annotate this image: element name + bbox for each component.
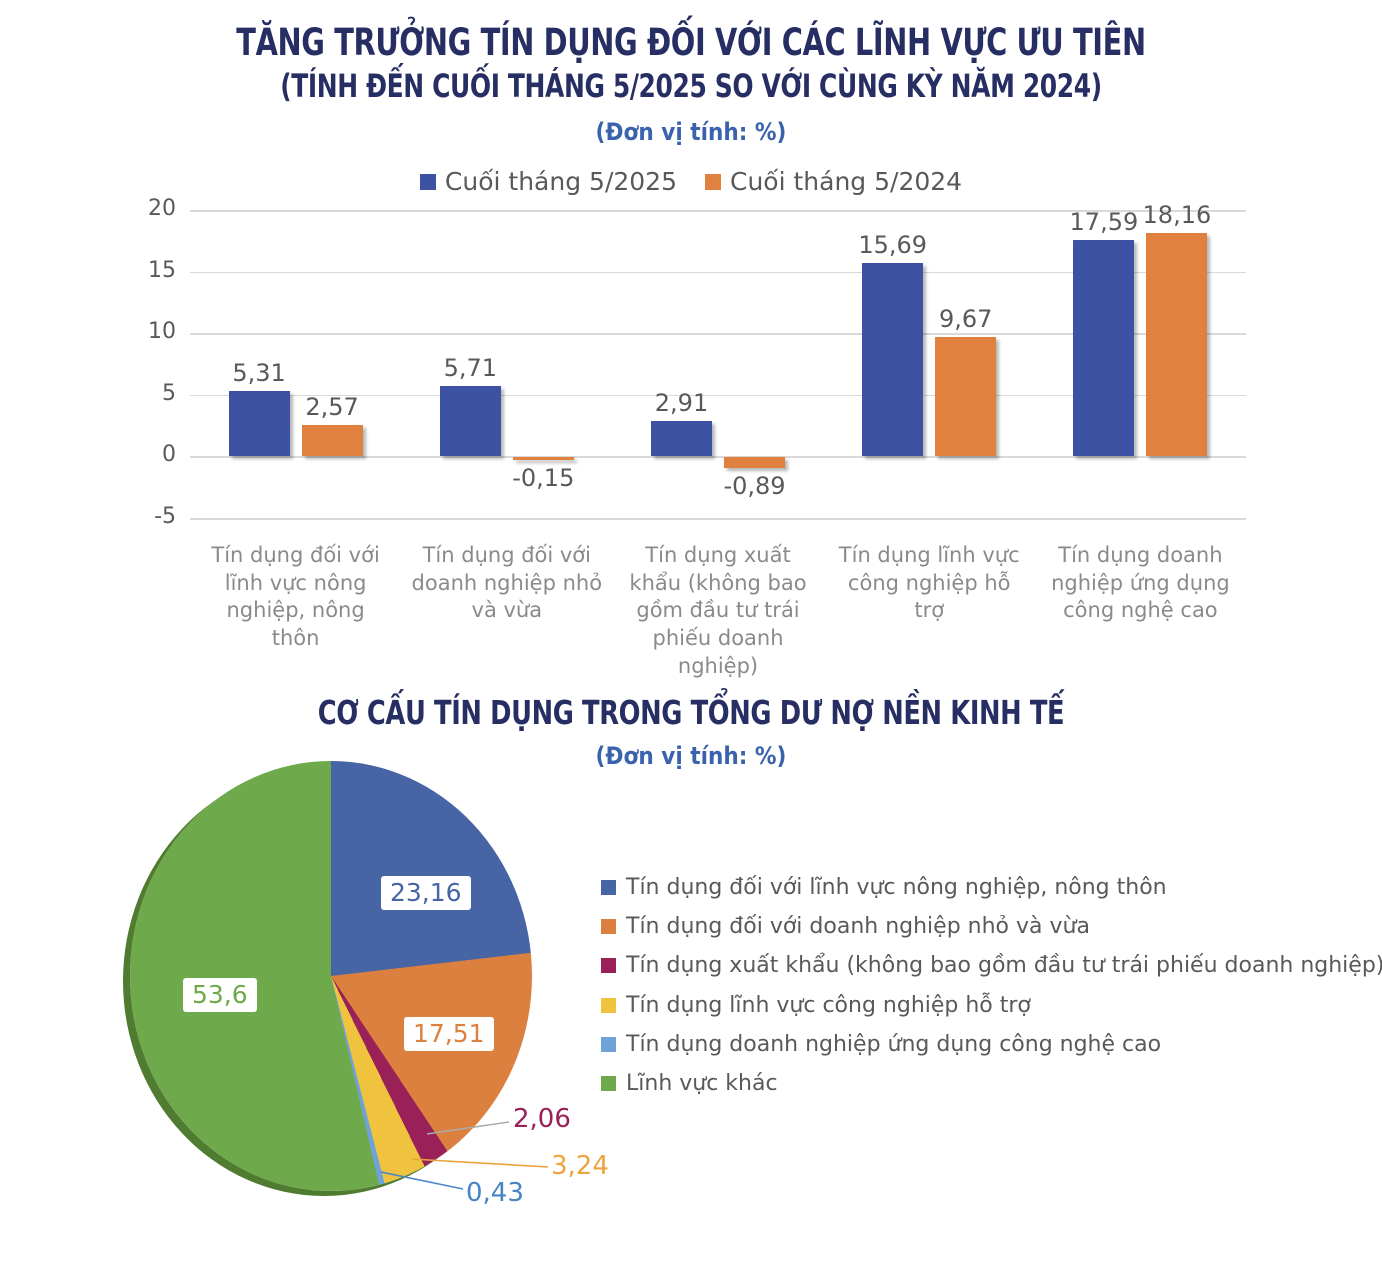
bar-value-label: 9,67 (938, 305, 993, 334)
bar-series2-group4 (935, 337, 997, 457)
category-label: Tín dụng đối với lĩnh vực nông nghiệp, n… (211, 543, 380, 651)
bar-value-label: 5,71 (443, 354, 498, 383)
gridline (190, 210, 1246, 212)
gridline (190, 333, 1246, 335)
legend-swatch-agriculture-icon (601, 880, 616, 896)
pie-value-label-hightech: 0,43 (466, 1178, 524, 1208)
bar-series1-group2 (439, 386, 501, 457)
bar-chart-title: TĂNG TRƯỞNG TÍN DỤNG ĐỐI VỚI CÁC LĨNH VỰ… (236, 21, 1146, 64)
legend-swatch-export-icon (601, 958, 616, 974)
pie-chart-title: CƠ CẤU TÍN DỤNG TRONG TỔNG DƯ NỢ NỀN KIN… (317, 693, 1065, 732)
pie-legend-label: Tín dụng xuất khẩu (không bao gồm đầu tư… (626, 953, 1382, 979)
y-axis-tick-label: -5 (154, 504, 176, 529)
pie-value-label-agriculture: 23,16 (381, 876, 471, 910)
gridline (190, 456, 1246, 458)
pie (130, 761, 532, 1191)
legend-swatch-industry-icon (601, 997, 616, 1013)
bar-value-label: 18,16 (1142, 200, 1212, 229)
legend-swatch-hightech-icon (601, 1036, 616, 1052)
bar-value-label: 2,57 (305, 392, 359, 421)
bar-plot-area: 5,31 2,57 5,71 -0,15 2,91 -0,89 15,69 9,67 17,59… (190, 201, 1246, 520)
legend-label-2024: Cuối tháng 5/2024 (730, 167, 963, 196)
pie-legend-item: Tín dụng đối với doanh nghiệp nhỏ và vừa (601, 907, 1381, 946)
bar-series2-group2 (512, 457, 574, 461)
bar-category-labels: Tín dụng đối với lĩnh vực nông nghiệp, n… (190, 542, 1246, 681)
bar-value-label: -0,89 (723, 472, 786, 501)
category-label: Tín dụng đối với doanh nghiệp nhỏ và vừa (411, 543, 603, 623)
bar-value-label: 17,59 (1069, 207, 1139, 236)
pie-legend-item: Tín dụng doanh nghiệp ứng dụng công nghệ… (601, 1025, 1381, 1064)
legend-item-2025: Cuối tháng 5/2025 (419, 167, 677, 196)
pie-legend-item: Lĩnh vực khác (601, 1064, 1381, 1103)
bar-series1-group1 (228, 390, 290, 457)
pie-legend-label: Tín dụng doanh nghiệp ứng dụng công nghệ… (626, 1031, 1162, 1057)
legend-swatch-2024-icon (705, 173, 721, 190)
category-label: Tín dụng xuất khẩu (không bao gồm đầu tư… (629, 543, 807, 678)
category-label: Tín dụng doanh nghiệp ứng dụng công nghệ… (1051, 543, 1230, 623)
gridline (190, 394, 1246, 397)
pie-legend-item: Tín dụng đối với lĩnh vực nông nghiệp, n… (601, 868, 1381, 907)
legend-label-2025: Cuối tháng 5/2025 (444, 167, 677, 196)
bar-chart-legend: Cuối tháng 5/2025 Cuối tháng 5/2024 (0, 167, 1382, 196)
bar-value-label: 5,31 (232, 358, 286, 387)
legend-swatch-sme-icon (601, 919, 616, 935)
y-axis-tick-label: 15 (148, 257, 176, 283)
bar-series2-group1 (301, 424, 363, 457)
pie-legend-label: Tín dụng lĩnh vực công nghiệp hỗ trợ (626, 992, 1031, 1018)
legend-swatch-2025-icon (419, 173, 436, 190)
y-axis-tick-label: 20 (148, 196, 176, 221)
bar-series1-group4 (862, 263, 924, 457)
pie-value-label-other: 53,6 (183, 978, 257, 1012)
bar-series2-group3 (724, 457, 785, 469)
bar-chart-subtitle: (TÍNH ĐẾN CUỐI THÁNG 5/2025 SO VỚI CÙNG … (280, 67, 1102, 105)
bar-value-label: -0,15 (512, 464, 575, 493)
pie-chart-unit-label: (Đơn vị tính: %) (595, 742, 787, 770)
gridline (190, 271, 1246, 274)
y-axis-tick-label: 10 (148, 319, 176, 345)
gridline (190, 518, 1246, 520)
pie-legend: Tín dụng đối với lĩnh vực nông nghiệp, n… (601, 868, 1382, 1103)
pie-value-label-sme: 17,51 (404, 1017, 494, 1051)
category-label: Tín dụng lĩnh vực công nghiệp hỗ trợ (838, 543, 1020, 623)
pie-legend-label: Tín dụng đối với lĩnh vực nông nghiệp, n… (626, 875, 1167, 901)
bar-value-label: 2,91 (654, 388, 709, 417)
legend-item-2024: Cuối tháng 5/2024 (705, 167, 962, 196)
pie-value-label-export: 2,06 (513, 1104, 571, 1134)
pie-legend-item: Tín dụng xuất khẩu (không bao gồm đầu tư… (601, 946, 1382, 985)
pie-value-label-industry: 3,24 (551, 1151, 609, 1181)
y-axis-tick-label: 0 (162, 442, 176, 468)
y-axis-tick-label: 5 (162, 380, 176, 406)
pie-legend-label: Tín dụng đối với doanh nghiệp nhỏ và vừa (626, 914, 1090, 940)
bar-series1-group5 (1073, 239, 1135, 457)
bar-series2-group5 (1146, 232, 1208, 457)
pie-legend-item: Tín dụng lĩnh vực công nghiệp hỗ trợ (601, 986, 1381, 1025)
pie-legend-label: Lĩnh vực khác (626, 1071, 778, 1097)
legend-swatch-other-icon (601, 1076, 616, 1092)
bar-series1-group3 (651, 420, 712, 457)
bar-value-label: 15,69 (858, 231, 928, 260)
bar-chart-unit-label: (Đơn vị tính: %) (595, 118, 787, 146)
